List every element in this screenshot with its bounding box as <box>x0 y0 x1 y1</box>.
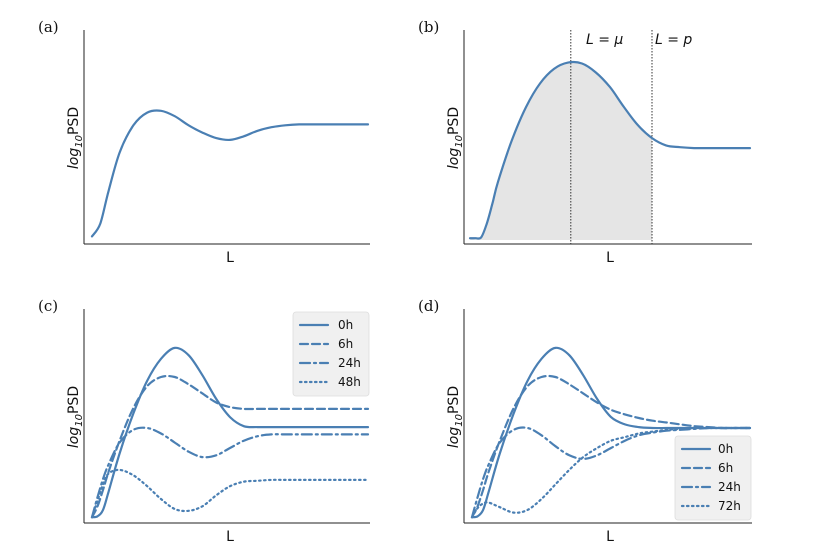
panel-c-ylabel: log10PSD <box>66 386 85 448</box>
panel-d-plot <box>463 309 752 524</box>
legend-label-6h: 6h <box>718 461 733 475</box>
panel-d-ylabel: log10PSD <box>446 386 465 448</box>
legend-label-48h: 48h <box>338 375 361 389</box>
legend-label-0h: 0h <box>338 318 353 332</box>
legend-label-0h: 0h <box>718 442 733 456</box>
shaded-area <box>470 61 652 240</box>
annotation-p-label: L = p <box>655 32 692 48</box>
panel-c: (c) log10PSD L 0h 6h 24h 48h <box>38 297 370 545</box>
panel-a-ylabel: log10PSD <box>66 107 85 169</box>
series-line-48h <box>90 468 370 519</box>
panel-a-plot <box>83 30 370 245</box>
panel-c-plot <box>83 309 370 524</box>
panel-b-plot <box>463 30 752 245</box>
panel-d: (d) log10PSD L 0h 6h 24h 72h <box>418 297 752 545</box>
series-line-24h <box>90 426 370 519</box>
series-line-6h <box>90 374 370 519</box>
annotation-mu-label: L = μ <box>586 32 623 48</box>
panel-d-legend: 0h 6h 24h 72h <box>674 435 752 521</box>
panel-c-xlabel: L <box>226 529 234 545</box>
series-line-6h <box>470 374 752 519</box>
legend-label-6h: 6h <box>338 337 353 351</box>
series-line-24h <box>470 426 752 519</box>
legend-label-24h: 24h <box>338 356 361 370</box>
panel-a: (a) log10PSD L <box>38 18 370 266</box>
panel-d-letter: (d) <box>418 297 439 315</box>
panel-d-legend-box <box>674 435 752 521</box>
legend-label-24h: 24h <box>718 480 741 494</box>
legend-label-72h: 72h <box>718 499 741 513</box>
series-line-curve-0 <box>468 60 752 240</box>
panel-a-letter: (a) <box>38 18 59 36</box>
panel-c-letter: (c) <box>38 297 58 315</box>
series-line-72h <box>470 426 752 519</box>
panel-b-letter: (b) <box>418 18 439 36</box>
panel-c-legend-box <box>292 311 370 397</box>
series-line-0h <box>470 346 752 519</box>
panel-a-xlabel: L <box>226 250 234 266</box>
panel-c-legend: 0h 6h 24h 48h <box>292 311 370 397</box>
series-line-0h <box>90 346 370 519</box>
panel-b: (b) log10PSD L L = μ L = p <box>418 18 752 266</box>
panel-b-ylabel: log10PSD <box>446 107 465 169</box>
panel-d-xlabel: L <box>606 529 614 545</box>
panel-b-xlabel: L <box>606 250 614 266</box>
series-line-curve-0 <box>90 109 370 238</box>
